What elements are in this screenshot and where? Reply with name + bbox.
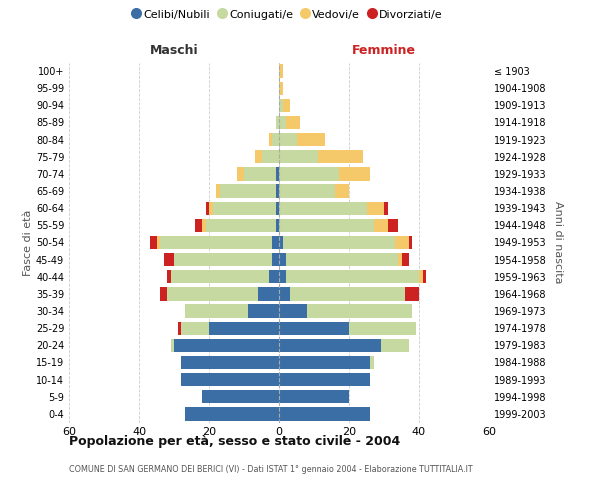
- Bar: [262, 150, 279, 164]
- Bar: [181, 373, 279, 386]
- Bar: [181, 322, 209, 335]
- Bar: [275, 218, 279, 232]
- Bar: [286, 270, 419, 283]
- Bar: [275, 184, 279, 198]
- Bar: [170, 338, 174, 352]
- Bar: [279, 407, 370, 420]
- Bar: [279, 287, 290, 300]
- Bar: [279, 322, 349, 335]
- Bar: [279, 270, 286, 283]
- Bar: [335, 184, 349, 198]
- Bar: [160, 236, 272, 249]
- Bar: [157, 236, 160, 249]
- Text: Femmine: Femmine: [352, 44, 416, 58]
- Bar: [279, 184, 335, 198]
- Bar: [167, 270, 170, 283]
- Bar: [237, 167, 244, 180]
- Bar: [269, 270, 279, 283]
- Bar: [409, 236, 412, 249]
- Bar: [370, 356, 373, 369]
- Bar: [283, 236, 395, 249]
- Bar: [279, 167, 338, 180]
- Bar: [388, 218, 398, 232]
- Bar: [279, 133, 296, 146]
- Bar: [149, 236, 157, 249]
- Bar: [272, 133, 279, 146]
- Bar: [422, 270, 426, 283]
- Text: Popolazione per età, sesso e stato civile - 2004: Popolazione per età, sesso e stato civil…: [69, 435, 400, 448]
- Bar: [380, 338, 409, 352]
- Bar: [286, 253, 398, 266]
- Bar: [244, 167, 275, 180]
- Bar: [279, 98, 283, 112]
- Bar: [338, 167, 370, 180]
- Bar: [401, 253, 409, 266]
- Bar: [279, 150, 317, 164]
- Bar: [419, 270, 422, 283]
- Bar: [202, 390, 279, 404]
- Text: Maschi: Maschi: [149, 44, 199, 58]
- Bar: [178, 322, 181, 335]
- Bar: [349, 322, 415, 335]
- Bar: [279, 253, 286, 266]
- Bar: [279, 82, 283, 95]
- Y-axis label: Anni di nascita: Anni di nascita: [553, 201, 563, 284]
- Bar: [181, 356, 279, 369]
- Bar: [279, 202, 367, 215]
- Bar: [398, 253, 401, 266]
- Bar: [279, 338, 380, 352]
- Bar: [384, 202, 388, 215]
- Bar: [167, 287, 258, 300]
- Bar: [174, 338, 279, 352]
- Bar: [209, 322, 279, 335]
- Bar: [279, 356, 370, 369]
- Bar: [185, 407, 279, 420]
- Bar: [209, 202, 212, 215]
- Bar: [275, 116, 279, 129]
- Bar: [202, 218, 205, 232]
- Bar: [205, 218, 275, 232]
- Bar: [279, 390, 349, 404]
- Bar: [174, 253, 272, 266]
- Bar: [212, 202, 275, 215]
- Y-axis label: Fasce di età: Fasce di età: [23, 210, 33, 276]
- Bar: [279, 64, 283, 78]
- Bar: [317, 150, 363, 164]
- Bar: [195, 218, 202, 232]
- Bar: [185, 304, 248, 318]
- Bar: [373, 218, 388, 232]
- Bar: [367, 202, 384, 215]
- Bar: [279, 373, 370, 386]
- Bar: [279, 116, 286, 129]
- Bar: [283, 98, 290, 112]
- Bar: [395, 236, 409, 249]
- Bar: [254, 150, 262, 164]
- Bar: [170, 270, 269, 283]
- Text: COMUNE DI SAN GERMANO DEI BERICI (VI) - Dati ISTAT 1° gennaio 2004 - Elaborazion: COMUNE DI SAN GERMANO DEI BERICI (VI) - …: [69, 465, 473, 474]
- Bar: [290, 287, 405, 300]
- Bar: [248, 304, 279, 318]
- Bar: [286, 116, 300, 129]
- Bar: [269, 133, 272, 146]
- Bar: [296, 133, 325, 146]
- Legend: Celibi/Nubili, Coniugati/e, Vedovi/e, Divorziati/e: Celibi/Nubili, Coniugati/e, Vedovi/e, Di…: [130, 6, 446, 23]
- Bar: [405, 287, 419, 300]
- Bar: [307, 304, 412, 318]
- Bar: [216, 184, 220, 198]
- Bar: [205, 202, 209, 215]
- Bar: [258, 287, 279, 300]
- Bar: [279, 218, 373, 232]
- Bar: [160, 287, 167, 300]
- Bar: [275, 202, 279, 215]
- Bar: [272, 236, 279, 249]
- Bar: [220, 184, 275, 198]
- Bar: [163, 253, 174, 266]
- Bar: [272, 253, 279, 266]
- Bar: [275, 167, 279, 180]
- Bar: [279, 236, 283, 249]
- Bar: [279, 304, 307, 318]
